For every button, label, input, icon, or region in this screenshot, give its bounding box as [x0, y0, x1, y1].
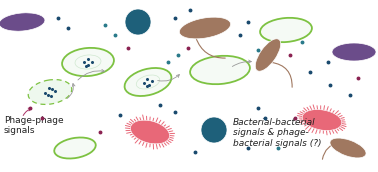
Ellipse shape	[125, 68, 172, 96]
Ellipse shape	[332, 43, 376, 61]
Ellipse shape	[54, 137, 96, 159]
Ellipse shape	[62, 48, 114, 76]
Ellipse shape	[260, 18, 312, 42]
Text: Phage-phage
signals: Phage-phage signals	[4, 116, 64, 135]
Ellipse shape	[179, 17, 231, 39]
Text: Bacterial-bacterial
signals & phage-
bacterial signals (?): Bacterial-bacterial signals & phage- bac…	[233, 118, 322, 148]
Ellipse shape	[0, 13, 45, 31]
Ellipse shape	[190, 56, 250, 84]
Circle shape	[201, 117, 227, 143]
Ellipse shape	[302, 110, 342, 130]
Ellipse shape	[28, 80, 72, 104]
Ellipse shape	[130, 120, 169, 144]
Ellipse shape	[330, 138, 366, 158]
Circle shape	[125, 9, 151, 35]
Ellipse shape	[255, 39, 281, 71]
